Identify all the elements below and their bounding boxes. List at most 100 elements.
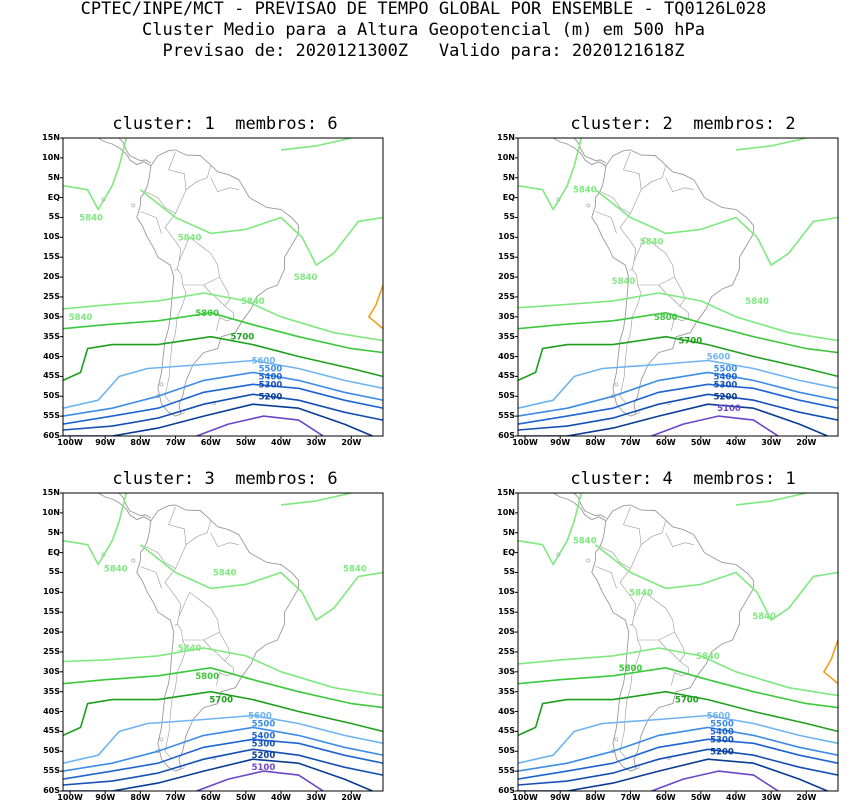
contour-line [63,393,383,431]
contour-line [63,335,383,382]
country-border [619,506,642,597]
contour-line [63,666,383,709]
lat-tick-label: 10S [498,587,515,597]
contour-label: 5840 [178,233,202,243]
contour-line [196,415,324,436]
lat-tick-label: 40S [43,706,60,716]
lat-tick-label: 35S [498,686,515,696]
lon-tick-label: 30W [306,793,327,802]
contour-line [63,371,383,417]
lon-tick-label: 70W [620,438,641,447]
country-border [600,191,631,214]
lat-tick-label: 60S [498,786,515,795]
country-border [640,520,666,545]
lat-tick-label: 25S [43,646,60,656]
country-border [210,532,239,547]
contour-label: 5840 [178,644,202,654]
contour-label: 5300 [259,380,283,390]
island [159,382,164,387]
contour-line [63,714,383,764]
coastline-central-america [573,138,607,164]
contour-line [63,383,383,425]
contour-label: 5500 [252,719,276,729]
coastline-central-america [97,138,152,167]
contour-line [63,726,383,772]
lon-tick-label: 60W [200,793,221,802]
contour-line-5840 [594,189,838,266]
country-border [665,532,694,547]
contour-line [518,403,828,436]
lat-tick-label: 45S [498,371,515,381]
header-line-3: Previsao de: 2020121300Z Valido para: 20… [162,41,685,61]
contour-line [518,371,838,417]
contour-label: 5840 [696,652,720,662]
contour-label: 5400 [259,372,283,382]
contour-label: 5100 [717,404,741,414]
lat-tick-label: 15N [497,488,515,497]
lon-tick-label: 50W [690,438,711,447]
lat-tick-label: 25S [498,291,515,301]
island [614,382,619,387]
lat-tick-label: 30S [498,311,515,321]
country-border [140,211,162,234]
contour-line-5840 [139,544,383,621]
lat-tick-label: 5N [47,527,60,537]
contour-line-5840 [594,544,838,621]
country-border [665,177,694,192]
lat-tick-label: 15S [498,252,515,262]
contour-line-5840 [280,493,352,506]
contour-label: 5300 [714,380,738,390]
coastline-central-america [118,138,152,164]
lat-tick-label: 60S [498,431,515,440]
lat-tick-label: 5N [502,172,515,182]
lat-tick-label: 40S [43,351,60,361]
contour-line-5840 [735,493,807,506]
lat-tick-label: 25S [43,291,60,301]
contour-label: 5840 [612,277,636,287]
country-border [619,284,642,405]
contour-line [518,335,838,382]
lat-tick-label: 35S [498,331,515,341]
island [131,203,136,208]
contour-label: 5840 [294,273,318,283]
lat-tick-label: 10S [43,232,60,242]
contour-label: 5700 [209,696,233,706]
contour-label: 5800 [195,309,219,319]
contour-line [63,292,383,342]
country-border [210,177,239,192]
lon-tick-label: 20W [796,438,817,447]
lon-tick-label: 80W [585,438,606,447]
lat-tick-label: 30S [43,666,60,676]
lat-tick-label: 25S [498,646,515,656]
lat-tick-label: 10N [497,152,515,162]
lat-tick-label: 5S [503,567,515,577]
lon-tick-label: 100W [57,793,83,802]
lat-tick-label: 5N [47,172,60,182]
lon-tick-label: 80W [130,438,151,447]
lat-tick-label: 45S [43,371,60,381]
lon-tick-label: 90W [95,793,116,802]
map-frame [517,492,839,792]
contour-line [518,748,838,786]
contour-label: 5600 [707,353,731,363]
lat-tick-label: 55S [43,411,60,421]
lat-tick-label: 55S [498,766,515,776]
lat-tick-label: 10N [42,507,60,517]
contour-line [518,292,838,342]
country-border [145,191,176,214]
contour-line [63,748,383,786]
island [586,558,591,563]
contour-line [63,758,373,791]
lon-tick-label: 50W [235,438,256,447]
contour-line [63,359,383,409]
island [586,203,591,208]
header-line-1: CPTEC/INPE/MCT - PREVISAO DE TEMPO GLOBA… [80,0,767,19]
coastline-central-america [552,138,607,167]
lat-tick-label: 15N [497,133,515,142]
coastline-south-america [136,504,300,772]
lat-tick-label: 5S [503,212,515,222]
lon-tick-label: 50W [235,793,256,802]
